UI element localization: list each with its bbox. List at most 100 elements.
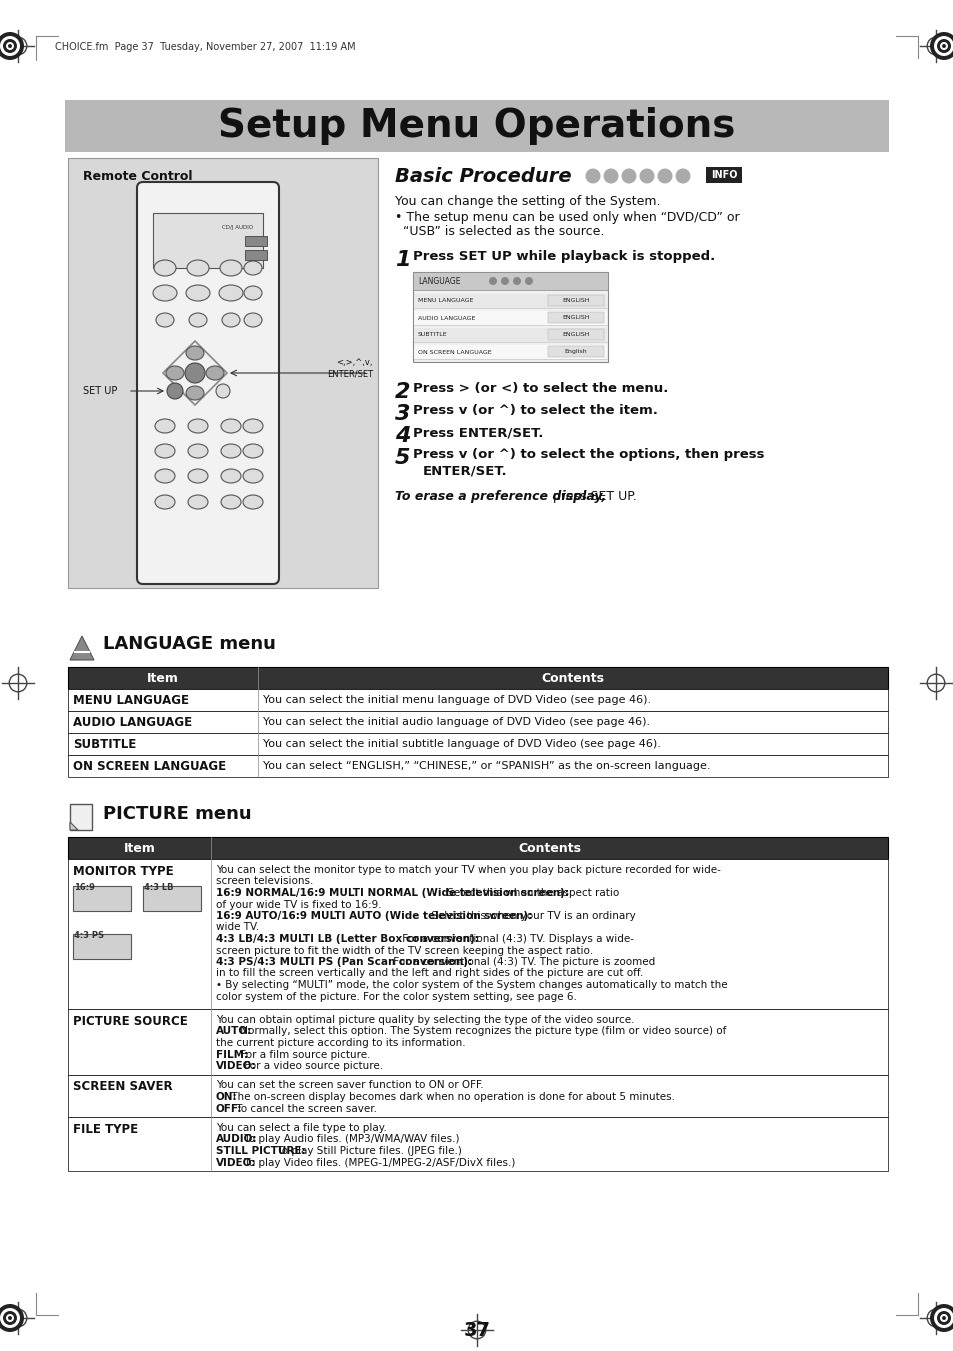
Bar xyxy=(414,328,606,342)
Text: Setup Menu Operations: Setup Menu Operations xyxy=(218,107,735,145)
Polygon shape xyxy=(70,821,78,830)
Text: To play Audio files. (MP3/WMA/WAV files.): To play Audio files. (MP3/WMA/WAV files.… xyxy=(241,1135,459,1144)
Text: You can select the initial subtitle language of DVD Video (see page 46).: You can select the initial subtitle lang… xyxy=(263,739,660,748)
Text: screen picture to fit the width of the TV screen keeping the aspect ratio.: screen picture to fit the width of the T… xyxy=(215,946,593,955)
Bar xyxy=(68,689,887,711)
Text: The on-screen display becomes dark when no operation is done for about 5 minutes: The on-screen display becomes dark when … xyxy=(228,1092,675,1102)
Circle shape xyxy=(941,45,945,49)
Bar xyxy=(547,346,603,357)
Circle shape xyxy=(6,1315,14,1323)
Circle shape xyxy=(0,32,24,59)
Circle shape xyxy=(939,42,947,50)
Text: Select this when the aspect ratio: Select this when the aspect ratio xyxy=(444,888,618,898)
Text: You can obtain optimal picture quality by selecting the type of the video source: You can obtain optimal picture quality b… xyxy=(215,1015,634,1025)
Bar xyxy=(68,838,887,859)
Ellipse shape xyxy=(154,419,174,434)
Circle shape xyxy=(933,36,953,55)
Circle shape xyxy=(513,277,520,285)
Bar xyxy=(413,272,607,362)
Text: English: English xyxy=(564,349,587,354)
Circle shape xyxy=(215,384,230,399)
Bar xyxy=(65,100,888,153)
Bar xyxy=(143,886,201,911)
Circle shape xyxy=(603,169,618,184)
Text: You can select “ENGLISH,” “CHINESE,” or “SPANISH” as the on-screen language.: You can select “ENGLISH,” “CHINESE,” or … xyxy=(263,761,710,771)
Circle shape xyxy=(524,277,533,285)
Circle shape xyxy=(167,382,183,399)
Circle shape xyxy=(941,1316,945,1320)
Text: Item: Item xyxy=(147,671,179,685)
Text: Press v (or ^) to select the item.: Press v (or ^) to select the item. xyxy=(413,404,658,417)
Ellipse shape xyxy=(186,285,210,301)
Text: To play Video files. (MPEG-1/MPEG-2/ASF/DivX files.): To play Video files. (MPEG-1/MPEG-2/ASF/… xyxy=(241,1158,515,1167)
Text: • The setup menu can be used only when “DVD/CD” or: • The setup menu can be used only when “… xyxy=(395,211,739,224)
Text: MENU LANGUAGE: MENU LANGUAGE xyxy=(73,693,189,707)
Text: 16:9: 16:9 xyxy=(74,884,94,892)
Circle shape xyxy=(933,1308,953,1328)
Circle shape xyxy=(185,363,205,382)
Bar xyxy=(705,168,741,182)
Text: SUBTITLE: SUBTITLE xyxy=(73,738,136,751)
Ellipse shape xyxy=(243,419,263,434)
Ellipse shape xyxy=(244,286,262,300)
Circle shape xyxy=(0,1308,20,1328)
Circle shape xyxy=(3,1310,17,1325)
Ellipse shape xyxy=(244,261,262,276)
Text: PICTURE menu: PICTURE menu xyxy=(103,805,252,823)
Circle shape xyxy=(936,1310,950,1325)
Text: PICTURE SOURCE: PICTURE SOURCE xyxy=(73,1015,188,1028)
Ellipse shape xyxy=(186,346,204,359)
Ellipse shape xyxy=(152,285,177,301)
Circle shape xyxy=(929,1304,953,1332)
Text: 16:9 AUTO/16:9 MULTI AUTO (Wide television screen):: 16:9 AUTO/16:9 MULTI AUTO (Wide televisi… xyxy=(215,911,532,921)
Text: AUDIO:: AUDIO: xyxy=(215,1135,257,1144)
Circle shape xyxy=(489,277,497,285)
Ellipse shape xyxy=(188,469,208,484)
Text: For a conventional (4:3) TV. The picture is zoomed: For a conventional (4:3) TV. The picture… xyxy=(390,957,655,967)
Text: 4:3 PS: 4:3 PS xyxy=(74,931,104,940)
Text: <,>,^,v,
ENTER/SET: <,>,^,v, ENTER/SET xyxy=(327,358,373,378)
Ellipse shape xyxy=(156,313,173,327)
Bar xyxy=(68,755,887,777)
Bar xyxy=(73,934,131,959)
Text: ENGLISH: ENGLISH xyxy=(561,332,589,336)
Ellipse shape xyxy=(221,469,241,484)
Text: SUBTITLE: SUBTITLE xyxy=(417,332,447,338)
Text: 4: 4 xyxy=(395,426,410,446)
Ellipse shape xyxy=(186,386,204,400)
Ellipse shape xyxy=(189,313,207,327)
Ellipse shape xyxy=(187,259,209,276)
Ellipse shape xyxy=(154,494,174,509)
Polygon shape xyxy=(70,636,94,661)
Text: Contents: Contents xyxy=(541,671,604,685)
Bar xyxy=(68,1009,887,1074)
Text: in to fill the screen vertically and the left and right sides of the picture are: in to fill the screen vertically and the… xyxy=(215,969,642,978)
Text: SCREEN SAVER: SCREEN SAVER xyxy=(73,1081,172,1093)
Text: 1: 1 xyxy=(395,250,410,270)
Text: Normally, select this option. The System recognizes the picture type (film or vi: Normally, select this option. The System… xyxy=(236,1027,725,1036)
Circle shape xyxy=(675,169,690,184)
Text: ON SCREEN LANGUAGE: ON SCREEN LANGUAGE xyxy=(417,350,491,354)
Text: AUDIO LANGUAGE: AUDIO LANGUAGE xyxy=(417,316,475,320)
Text: To cancel the screen saver.: To cancel the screen saver. xyxy=(233,1104,376,1113)
Circle shape xyxy=(585,169,599,184)
Bar xyxy=(68,667,887,689)
Bar xyxy=(414,345,606,359)
Bar xyxy=(414,311,606,326)
Ellipse shape xyxy=(244,313,262,327)
Text: of your wide TV is fixed to 16:9.: of your wide TV is fixed to 16:9. xyxy=(215,900,381,909)
Text: Remote Control: Remote Control xyxy=(83,169,193,182)
Text: • By selecting “MULTI” mode, the color system of the System changes automaticall: • By selecting “MULTI” mode, the color s… xyxy=(215,979,727,990)
Bar xyxy=(68,1074,887,1117)
Text: Press > (or <) to select the menu.: Press > (or <) to select the menu. xyxy=(413,382,668,394)
Ellipse shape xyxy=(243,494,263,509)
Bar xyxy=(68,711,887,734)
Ellipse shape xyxy=(206,366,224,380)
Ellipse shape xyxy=(188,444,208,458)
Bar xyxy=(68,859,887,1009)
Text: 5: 5 xyxy=(395,449,410,467)
Text: ENGLISH: ENGLISH xyxy=(561,299,589,303)
Ellipse shape xyxy=(243,444,263,458)
Ellipse shape xyxy=(166,366,184,380)
Text: Item: Item xyxy=(124,842,155,854)
